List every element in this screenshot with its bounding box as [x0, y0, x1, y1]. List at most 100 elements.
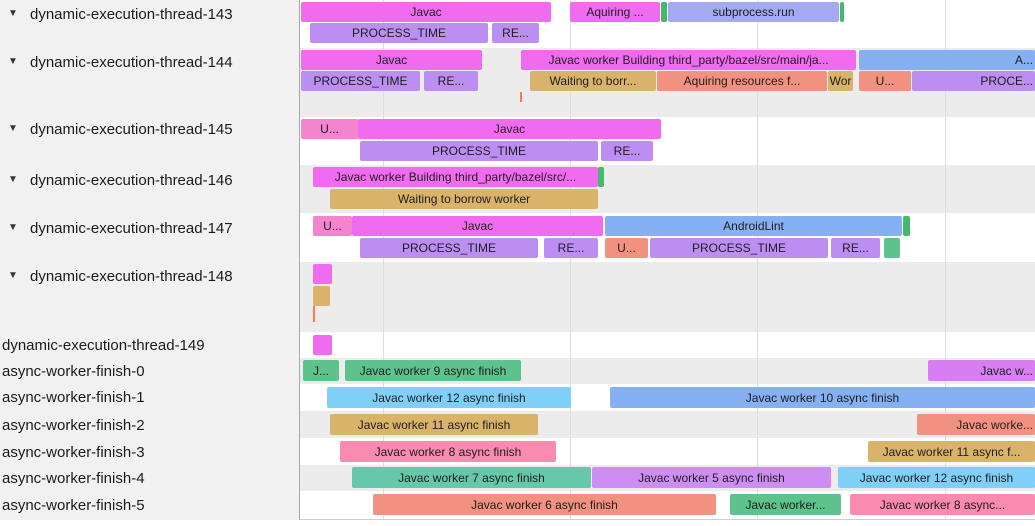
span-label: Waiting to borrow worker [397, 192, 531, 206]
chevron-down-icon[interactable]: ▼ [8, 270, 18, 281]
chevron-down-icon[interactable]: ▼ [8, 174, 18, 185]
span-bar[interactable]: U... [301, 119, 358, 139]
span-bar[interactable] [661, 2, 667, 22]
span-bar[interactable]: Javac worker 9 async finish [345, 360, 521, 381]
span-bar[interactable]: Javac worker 10 async finish [610, 387, 1035, 408]
span-label: Javac [410, 5, 442, 19]
span-bar[interactable]: Javac worker 8 async... [850, 494, 1035, 515]
span-bar[interactable]: PROCESS_TIME [301, 71, 420, 91]
sidebar-track-dynamic-execution-thread-148[interactable]: ▼ dynamic-execution-thread-148 [0, 267, 299, 285]
span-bar[interactable]: PROCESS_TIME [360, 141, 598, 161]
span-bar[interactable]: AndroidLint [605, 216, 902, 236]
span-bar[interactable] [313, 286, 330, 306]
span-bar[interactable]: Javac w... [928, 360, 1035, 381]
span-label: RE... [557, 241, 585, 255]
sidebar-track-async-worker-finish-1[interactable]: async-worker-finish-1 [0, 388, 299, 406]
sidebar-track-dynamic-execution-thread-149[interactable]: dynamic-execution-thread-149 [0, 336, 299, 354]
span-bar[interactable]: Javac worker Building third_party/bazel/… [521, 50, 856, 70]
track-name-label: async-worker-finish-2 [2, 416, 145, 434]
span-bar[interactable]: PROCESS_TIME [360, 238, 538, 258]
span-label: Javac worker 8 async finish [374, 444, 522, 459]
sidebar-track-async-worker-finish-3[interactable]: async-worker-finish-3 [0, 443, 299, 461]
timeline-panel[interactable]: Javac Aquiring ... subprocess.run PROCESS_T… [300, 0, 1035, 520]
instant-marker [313, 306, 315, 322]
span-bar[interactable]: Aquiring ... [570, 2, 660, 22]
span-label: Aquiring resources f... [683, 74, 801, 88]
track-name-label: dynamic-execution-thread-147 [30, 219, 233, 237]
span-bar[interactable]: Javac worke... [917, 414, 1035, 435]
span-label: PROCESS_TIME [401, 241, 497, 255]
span-bar[interactable]: Javac [358, 119, 661, 139]
gridline [570, 0, 571, 519]
chevron-down-icon[interactable]: ▼ [8, 56, 18, 67]
span-bar[interactable]: U... [859, 71, 911, 91]
span-label: Javac [493, 122, 526, 136]
span-bar[interactable]: Javac [352, 216, 603, 236]
gridline [757, 0, 758, 519]
chevron-down-icon[interactable]: ▼ [8, 8, 18, 19]
track-name-label: dynamic-execution-thread-145 [30, 120, 233, 138]
span-bar[interactable]: A... [859, 50, 1035, 70]
track-name-label: async-worker-finish-3 [2, 443, 145, 461]
span-bar[interactable]: U... [605, 238, 648, 258]
chevron-down-icon[interactable]: ▼ [8, 123, 18, 134]
span-label: Javac worker 10 async finish [745, 390, 900, 405]
span-bar[interactable]: RE... [544, 238, 598, 258]
span-bar[interactable]: Aquiring resources f... [657, 71, 827, 91]
span-bar[interactable]: PROCESS_TIME [310, 23, 488, 43]
span-bar[interactable]: Javac worker 5 async finish [592, 467, 831, 488]
span-bar[interactable]: Javac worker 12 async finish [327, 387, 571, 408]
sidebar-track-dynamic-execution-thread-147[interactable]: ▼ dynamic-execution-thread-147 [0, 219, 299, 237]
span-bar[interactable] [313, 264, 332, 284]
span-bar[interactable] [903, 216, 910, 236]
span-label: Javac worker 8 async... [879, 497, 1006, 512]
sidebar-track-async-worker-finish-2[interactable]: async-worker-finish-2 [0, 416, 299, 434]
span-bar[interactable] [840, 2, 844, 22]
span-bar[interactable]: Javac worker 7 async finish [352, 467, 591, 488]
sidebar-track-async-worker-finish-4[interactable]: async-worker-finish-4 [0, 469, 299, 487]
span-bar[interactable]: Javac worker 6 async finish [373, 494, 716, 515]
track-name-label: dynamic-execution-thread-146 [30, 171, 233, 189]
sidebar-track-dynamic-execution-thread-146[interactable]: ▼ dynamic-execution-thread-146 [0, 171, 299, 189]
chevron-down-icon[interactable]: ▼ [8, 222, 18, 233]
sidebar-track-dynamic-execution-thread-143[interactable]: ▼ dynamic-execution-thread-143 [0, 5, 299, 23]
track-name-label: dynamic-execution-thread-149 [2, 336, 205, 354]
span-bar[interactable]: Javac worker 11 async finish [330, 414, 538, 435]
span-bar[interactable]: PROCE... [912, 71, 1035, 91]
span-bar[interactable]: Javac worker Building third_party/bazel/… [313, 167, 598, 187]
span-label: U... [323, 219, 342, 233]
sidebar-track-dynamic-execution-thread-144[interactable]: ▼ dynamic-execution-thread-144 [0, 53, 299, 71]
span-bar[interactable]: Waiting to borr... [530, 71, 656, 91]
span-bar[interactable] [884, 238, 900, 258]
span-bar[interactable]: RE... [601, 141, 653, 161]
span-bar[interactable] [313, 335, 332, 355]
span-bar[interactable]: Javac worker 11 async f... [868, 441, 1035, 462]
span-bar[interactable]: Javac worker 12 async finish [838, 467, 1035, 488]
span-bar[interactable]: RE... [424, 71, 478, 91]
span-label: RE... [613, 144, 641, 158]
span-label: RE... [502, 26, 529, 40]
span-bar[interactable]: RE... [831, 238, 880, 258]
span-bar[interactable]: U... [313, 216, 352, 236]
span-bar[interactable]: Wor [828, 71, 853, 91]
span-bar[interactable]: Javac [301, 2, 551, 22]
sidebar-track-dynamic-execution-thread-145[interactable]: ▼ dynamic-execution-thread-145 [0, 120, 299, 138]
span-bar[interactable]: RE... [492, 23, 539, 43]
span-label: Waiting to borr... [549, 74, 637, 88]
span-bar[interactable] [598, 167, 604, 187]
span-bar[interactable]: Javac [301, 50, 482, 70]
track-name-label: async-worker-finish-5 [2, 496, 145, 514]
span-label: RE... [437, 74, 465, 88]
span-bar[interactable]: Javac worker... [730, 494, 841, 515]
span-bar[interactable]: J... [303, 360, 339, 381]
sidebar-track-async-worker-finish-0[interactable]: async-worker-finish-0 [0, 362, 299, 380]
span-label: A... [1014, 53, 1033, 67]
span-bar[interactable]: subprocess.run [668, 2, 839, 22]
span-label: U... [875, 74, 895, 88]
span-bar[interactable]: PROCESS_TIME [650, 238, 828, 258]
span-label: Javac worker 7 async finish [398, 470, 545, 485]
span-label: PROCE... [980, 74, 1033, 88]
span-bar[interactable]: Waiting to borrow worker [330, 189, 598, 209]
span-bar[interactable]: Javac worker 8 async finish [340, 441, 556, 462]
sidebar-track-async-worker-finish-5[interactable]: async-worker-finish-5 [0, 496, 299, 514]
